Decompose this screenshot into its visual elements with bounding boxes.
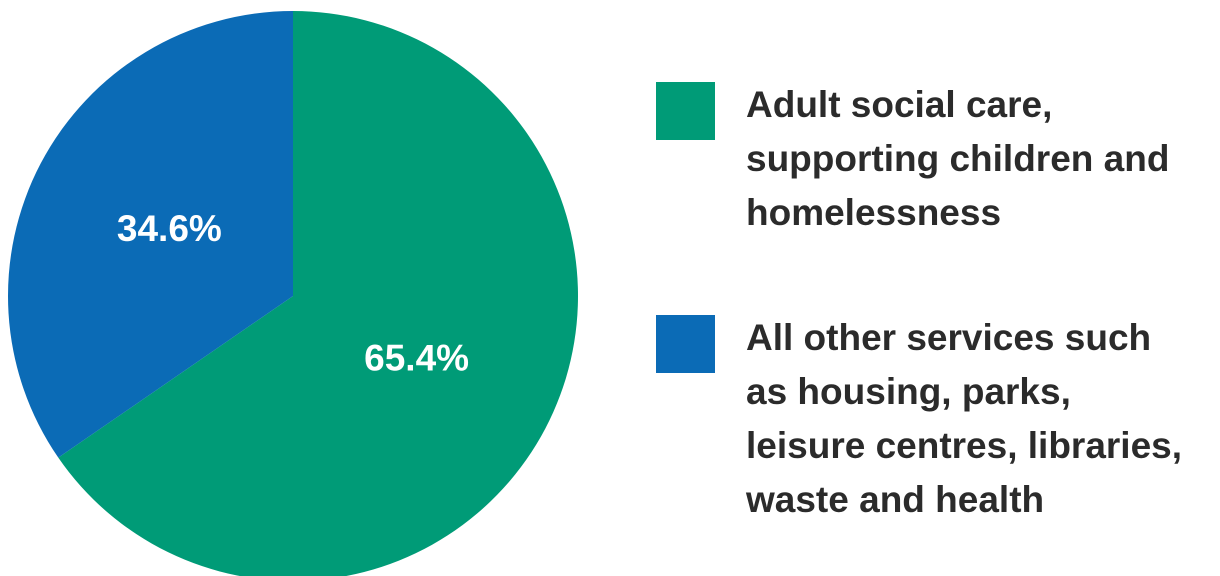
legend-label-other-services: All other services such as housing, park…	[746, 311, 1216, 527]
pie-chart: 65.4% 34.6%	[8, 11, 578, 576]
legend-label-line: waste and health	[746, 479, 1045, 520]
slice-value-label-other-services: 34.6%	[117, 208, 222, 249]
legend-swatch-green	[656, 82, 715, 140]
pie-slice-adult-social-care	[58, 11, 578, 576]
slice-value-label-adult-social-care: 65.4%	[364, 338, 469, 379]
pie-slice-other-services	[8, 11, 294, 458]
legend-label-line: as housing, parks,	[746, 371, 1071, 412]
legend-label-line: supporting children and	[746, 138, 1170, 179]
legend-label-line: leisure centres, libraries,	[746, 425, 1183, 466]
legend-swatch-blue	[656, 315, 715, 373]
legend-label-line: homelessness	[746, 192, 1002, 233]
legend-label-adult-social-care: Adult social care, supporting children a…	[746, 78, 1216, 240]
legend-label-line: All other services such	[746, 317, 1152, 358]
legend-label-line: Adult social care,	[746, 84, 1053, 125]
